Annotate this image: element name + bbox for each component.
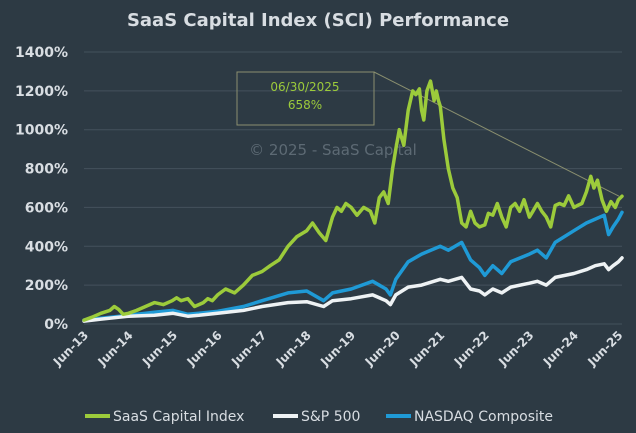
x-tick-label: Jun-23: [495, 328, 536, 369]
x-tick-label: Jun-21: [406, 328, 447, 369]
y-tick-label: 200%: [25, 278, 68, 294]
chart-title: SaaS Capital Index (SCI) Performance: [127, 10, 509, 31]
legend: SaaS Capital Index S&P 500 NASDAQ Composit…: [85, 409, 553, 425]
x-axis-ticks: Jun-13 Jun-14 Jun-15 Jun-16 Jun-17 Jun-18 Jun-…: [50, 328, 626, 369]
series-lines: [82, 79, 624, 323]
y-tick-label: 0%: [44, 317, 68, 333]
legend-label-saas-capital-index: SaaS Capital Index: [113, 409, 244, 425]
legend-label-s-p-500: S&P 500: [301, 409, 360, 425]
y-tick-label: 1400%: [15, 45, 68, 61]
x-tick-label: Jun-17: [228, 328, 269, 369]
y-tick-label: 1000%: [15, 123, 68, 139]
series-line-s-p-500: [82, 256, 624, 323]
x-tick-label: Jun-18: [273, 328, 314, 369]
y-tick-label: 600%: [25, 200, 68, 216]
x-tick-label: Jun-15: [139, 328, 180, 369]
x-tick-label: Jun-22: [451, 328, 492, 369]
callout-date: 06/30/2025: [270, 80, 339, 94]
x-tick-label: Jun-24: [540, 328, 581, 369]
x-tick-label: Jun-20: [362, 328, 403, 369]
y-axis-ticks: 0% 200% 400% 600% 800% 1000% 1200% 1400%: [15, 45, 68, 333]
callout-rect: [236, 71, 375, 126]
x-tick-label: Jun-13: [50, 328, 91, 369]
series-line-nasdaq-composite: [82, 210, 624, 322]
callout-box: 06/30/2025 658%: [236, 71, 375, 126]
legend-label-nasdaq-composite: NASDAQ Composite: [414, 409, 553, 425]
watermark: © 2025 - SaaS Capital: [249, 141, 417, 159]
x-tick-label: Jun-19: [317, 328, 358, 369]
x-tick-label: Jun-25: [584, 328, 625, 369]
gridlines: [84, 51, 622, 325]
x-tick-label: Jun-14: [94, 328, 135, 369]
series-line-saas-capital-index: [82, 79, 624, 322]
y-tick-label: 1200%: [15, 84, 68, 100]
x-tick-label: Jun-16: [184, 328, 225, 369]
y-tick-label: 400%: [25, 239, 68, 255]
y-tick-label: 800%: [25, 162, 68, 178]
callout-value: 658%: [288, 98, 322, 112]
